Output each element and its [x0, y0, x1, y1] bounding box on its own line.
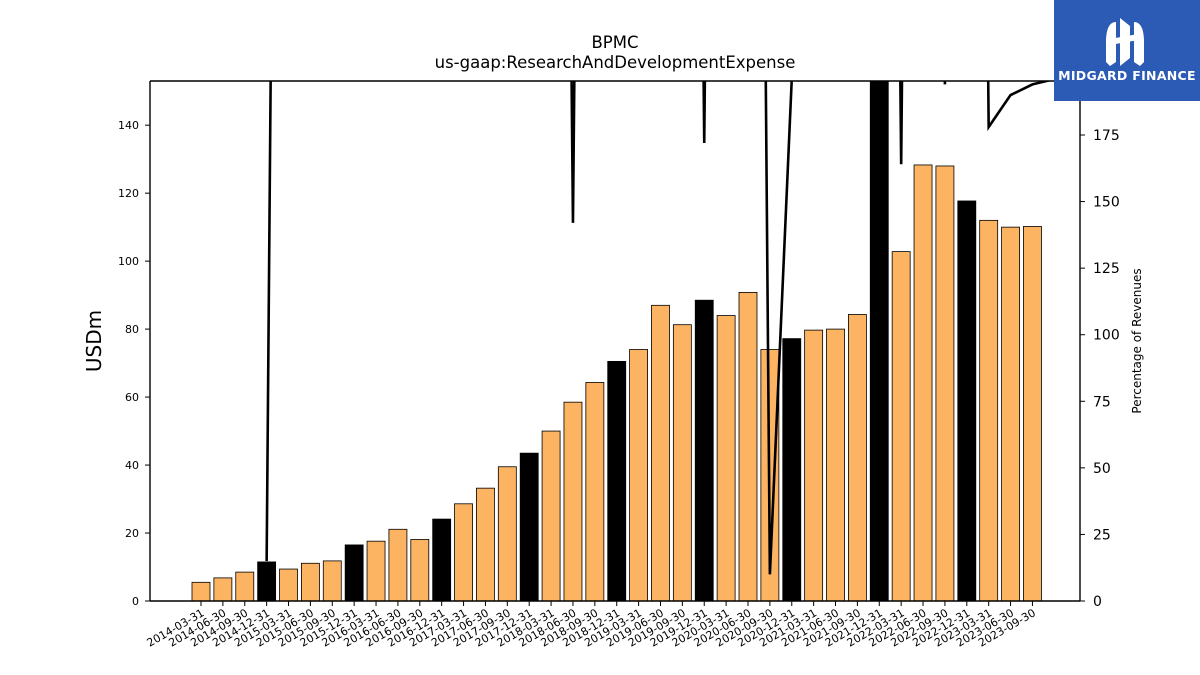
- bar-2023-03-31: [979, 219, 999, 602]
- midgard-finance-logo: MIDGARD FINANCE: [1054, 0, 1200, 101]
- y-axis-label: USDm: [82, 310, 106, 372]
- bar-2014-12-31: [257, 561, 277, 602]
- bar-2020-03-31: [716, 315, 736, 602]
- bar-2020-06-30: [738, 291, 758, 602]
- logo-mark-icon: [1106, 18, 1144, 66]
- x-axis: 2014-03-312014-06-302014-09-302014-12-31…: [145, 601, 1038, 650]
- y-tick-label: 120: [118, 187, 139, 200]
- y-tick-label: 20: [125, 527, 139, 540]
- bar-2018-06-30: [563, 401, 583, 602]
- bar-2015-12-31: [344, 544, 364, 602]
- y2-tick-label: 150: [1093, 195, 1120, 211]
- bar-2021-06-30: [826, 328, 845, 602]
- bar-2019-06-30: [651, 304, 670, 602]
- bar-2023-09-30: [1023, 226, 1042, 602]
- bar-2021-12-31: [869, 80, 889, 602]
- bar-2019-09-30: [672, 324, 692, 602]
- y2-tick-label: 0: [1093, 594, 1102, 610]
- bar-2015-09-30: [322, 560, 342, 602]
- y-tick-label: 100: [118, 255, 139, 268]
- bar-2021-03-31: [804, 329, 824, 602]
- bar-2014-03-31: [191, 581, 211, 602]
- y2-axis-label: Percentage of Revenues: [1130, 268, 1144, 413]
- bar-2022-09-30: [935, 165, 955, 602]
- chart-subtitle: us-gaap:ResearchAndDevelopmentExpense: [435, 53, 796, 72]
- bar-2023-06-30: [1001, 226, 1020, 602]
- y2-tick-label: 50: [1093, 461, 1111, 477]
- y-axis: 0 20 40 60 80 100 120 140: [118, 119, 150, 608]
- chart-title: BPMC: [591, 33, 638, 52]
- bar-2015-06-30: [300, 562, 320, 602]
- plot-frame: [149, 80, 1081, 602]
- y2-tick-label: 100: [1093, 328, 1120, 344]
- y-tick-label: 60: [125, 391, 139, 404]
- bars: [191, 80, 1042, 602]
- bar-2018-12-31: [607, 360, 627, 602]
- bar-2018-03-31: [541, 430, 561, 602]
- bar-2021-09-30: [848, 314, 867, 602]
- bar-2017-03-31: [454, 503, 473, 602]
- y2-tick-label: 175: [1093, 128, 1120, 144]
- y-tick-label: 40: [125, 459, 139, 472]
- bar-2016-06-30: [388, 528, 408, 602]
- y2-tick-label: 125: [1093, 261, 1120, 277]
- bar-2019-03-31: [629, 349, 648, 602]
- bar-2015-03-31: [279, 568, 298, 602]
- y2-axis: 0 25 50 75 100 125 150 175: [1080, 128, 1120, 610]
- bar-2022-12-31: [957, 200, 977, 602]
- bar-2019-12-31: [694, 299, 714, 602]
- y-tick-label: 140: [118, 119, 139, 132]
- bar-2022-06-30: [913, 164, 933, 602]
- bar-2017-12-31: [519, 452, 539, 602]
- y2-tick-label: 75: [1093, 394, 1111, 410]
- bar-2014-06-30: [213, 577, 233, 602]
- bar-2014-09-30: [235, 571, 255, 602]
- bar-2022-03-31: [891, 251, 911, 602]
- bar-2017-09-30: [497, 466, 517, 602]
- logo-text: MIDGARD FINANCE: [1058, 68, 1196, 83]
- bar-2018-09-30: [585, 382, 605, 602]
- bar-2016-09-30: [410, 539, 430, 602]
- bar-2017-06-30: [476, 487, 495, 602]
- y-tick-label: 0: [132, 595, 139, 608]
- y2-tick-label: 25: [1093, 527, 1111, 543]
- bar-2020-12-31: [782, 338, 802, 602]
- y-tick-label: 80: [125, 323, 139, 336]
- bar-2016-12-31: [432, 518, 452, 602]
- bar-2016-03-31: [366, 540, 386, 602]
